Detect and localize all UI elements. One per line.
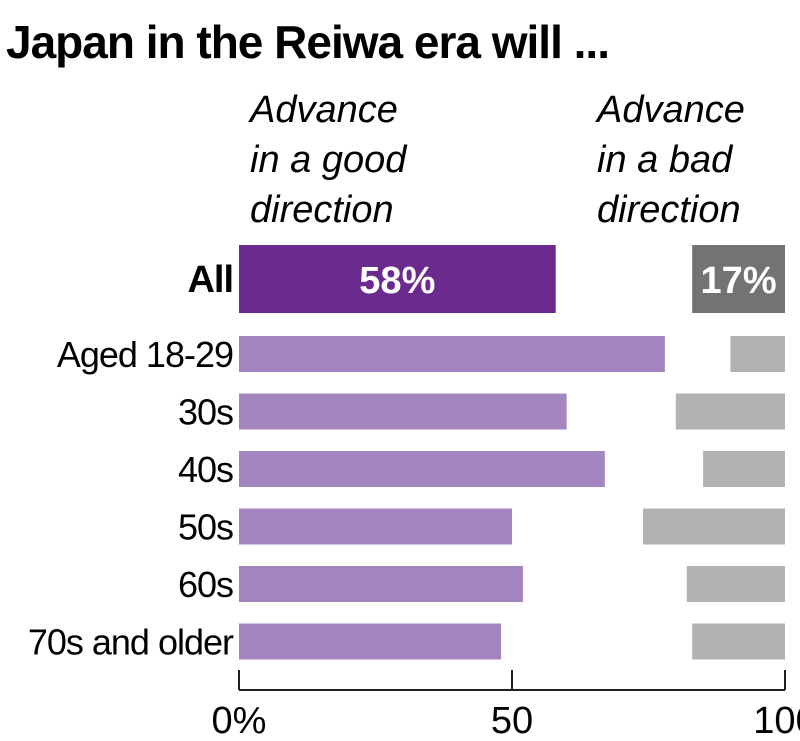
legend-bad: Advance in a bad direction — [595, 89, 745, 231]
bar-bad-60s — [686, 566, 785, 602]
x-axis-ticks: 0% 50 100 — [212, 670, 800, 741]
legend-bad-line-3: direction — [597, 189, 741, 231]
chart-title: Japan in the Reiwa era will ... — [6, 16, 609, 68]
bar-bad-70s-and-older — [692, 623, 785, 660]
legend-bad-line-2: in a bad — [597, 139, 734, 181]
bar-good-30s — [239, 393, 567, 430]
x-tick-label: 50 — [491, 700, 533, 741]
category-label-30s: 30s — [178, 392, 233, 433]
category-label-60s: 60s — [178, 564, 233, 605]
data-label-good-all: 58% — [359, 260, 435, 302]
bar-bad-aged-18-29 — [730, 336, 785, 372]
legend-good-line-2: in a good — [250, 139, 408, 181]
category-label-50s: 50s — [178, 507, 233, 548]
bars-group: 58% 17% — [239, 245, 785, 660]
bar-good-60s — [239, 566, 523, 602]
bar-bad-40s — [703, 451, 785, 487]
legend-good-line-1: Advance — [248, 89, 398, 131]
bar-good-all — [239, 245, 556, 313]
category-labels: All Aged 18-29 30s 40s 50s 60s 70s and older — [28, 259, 235, 663]
legend-good-line-3: direction — [250, 189, 394, 231]
bar-good-50s — [239, 508, 512, 545]
x-tick-label: 100 — [753, 700, 800, 741]
category-label-40s: 40s — [178, 449, 233, 490]
bar-bad-50s — [643, 508, 785, 545]
category-label-70s-and-older: 70s and older — [28, 622, 234, 663]
bar-bad-all — [692, 245, 785, 313]
x-tick-label: 0% — [212, 700, 267, 741]
bar-good-70s-and-older — [239, 623, 502, 660]
bar-good-aged-18-29 — [239, 336, 665, 372]
bar-bad-30s — [675, 393, 785, 430]
legend-bad-line-1: Advance — [595, 89, 745, 131]
category-label-all: All — [187, 259, 233, 301]
data-label-bad-all: 17% — [701, 260, 777, 302]
legend-good: Advance in a good direction — [248, 89, 408, 231]
bar-good-40s — [239, 451, 605, 487]
category-label-aged-18-29: Aged 18-29 — [57, 334, 233, 375]
